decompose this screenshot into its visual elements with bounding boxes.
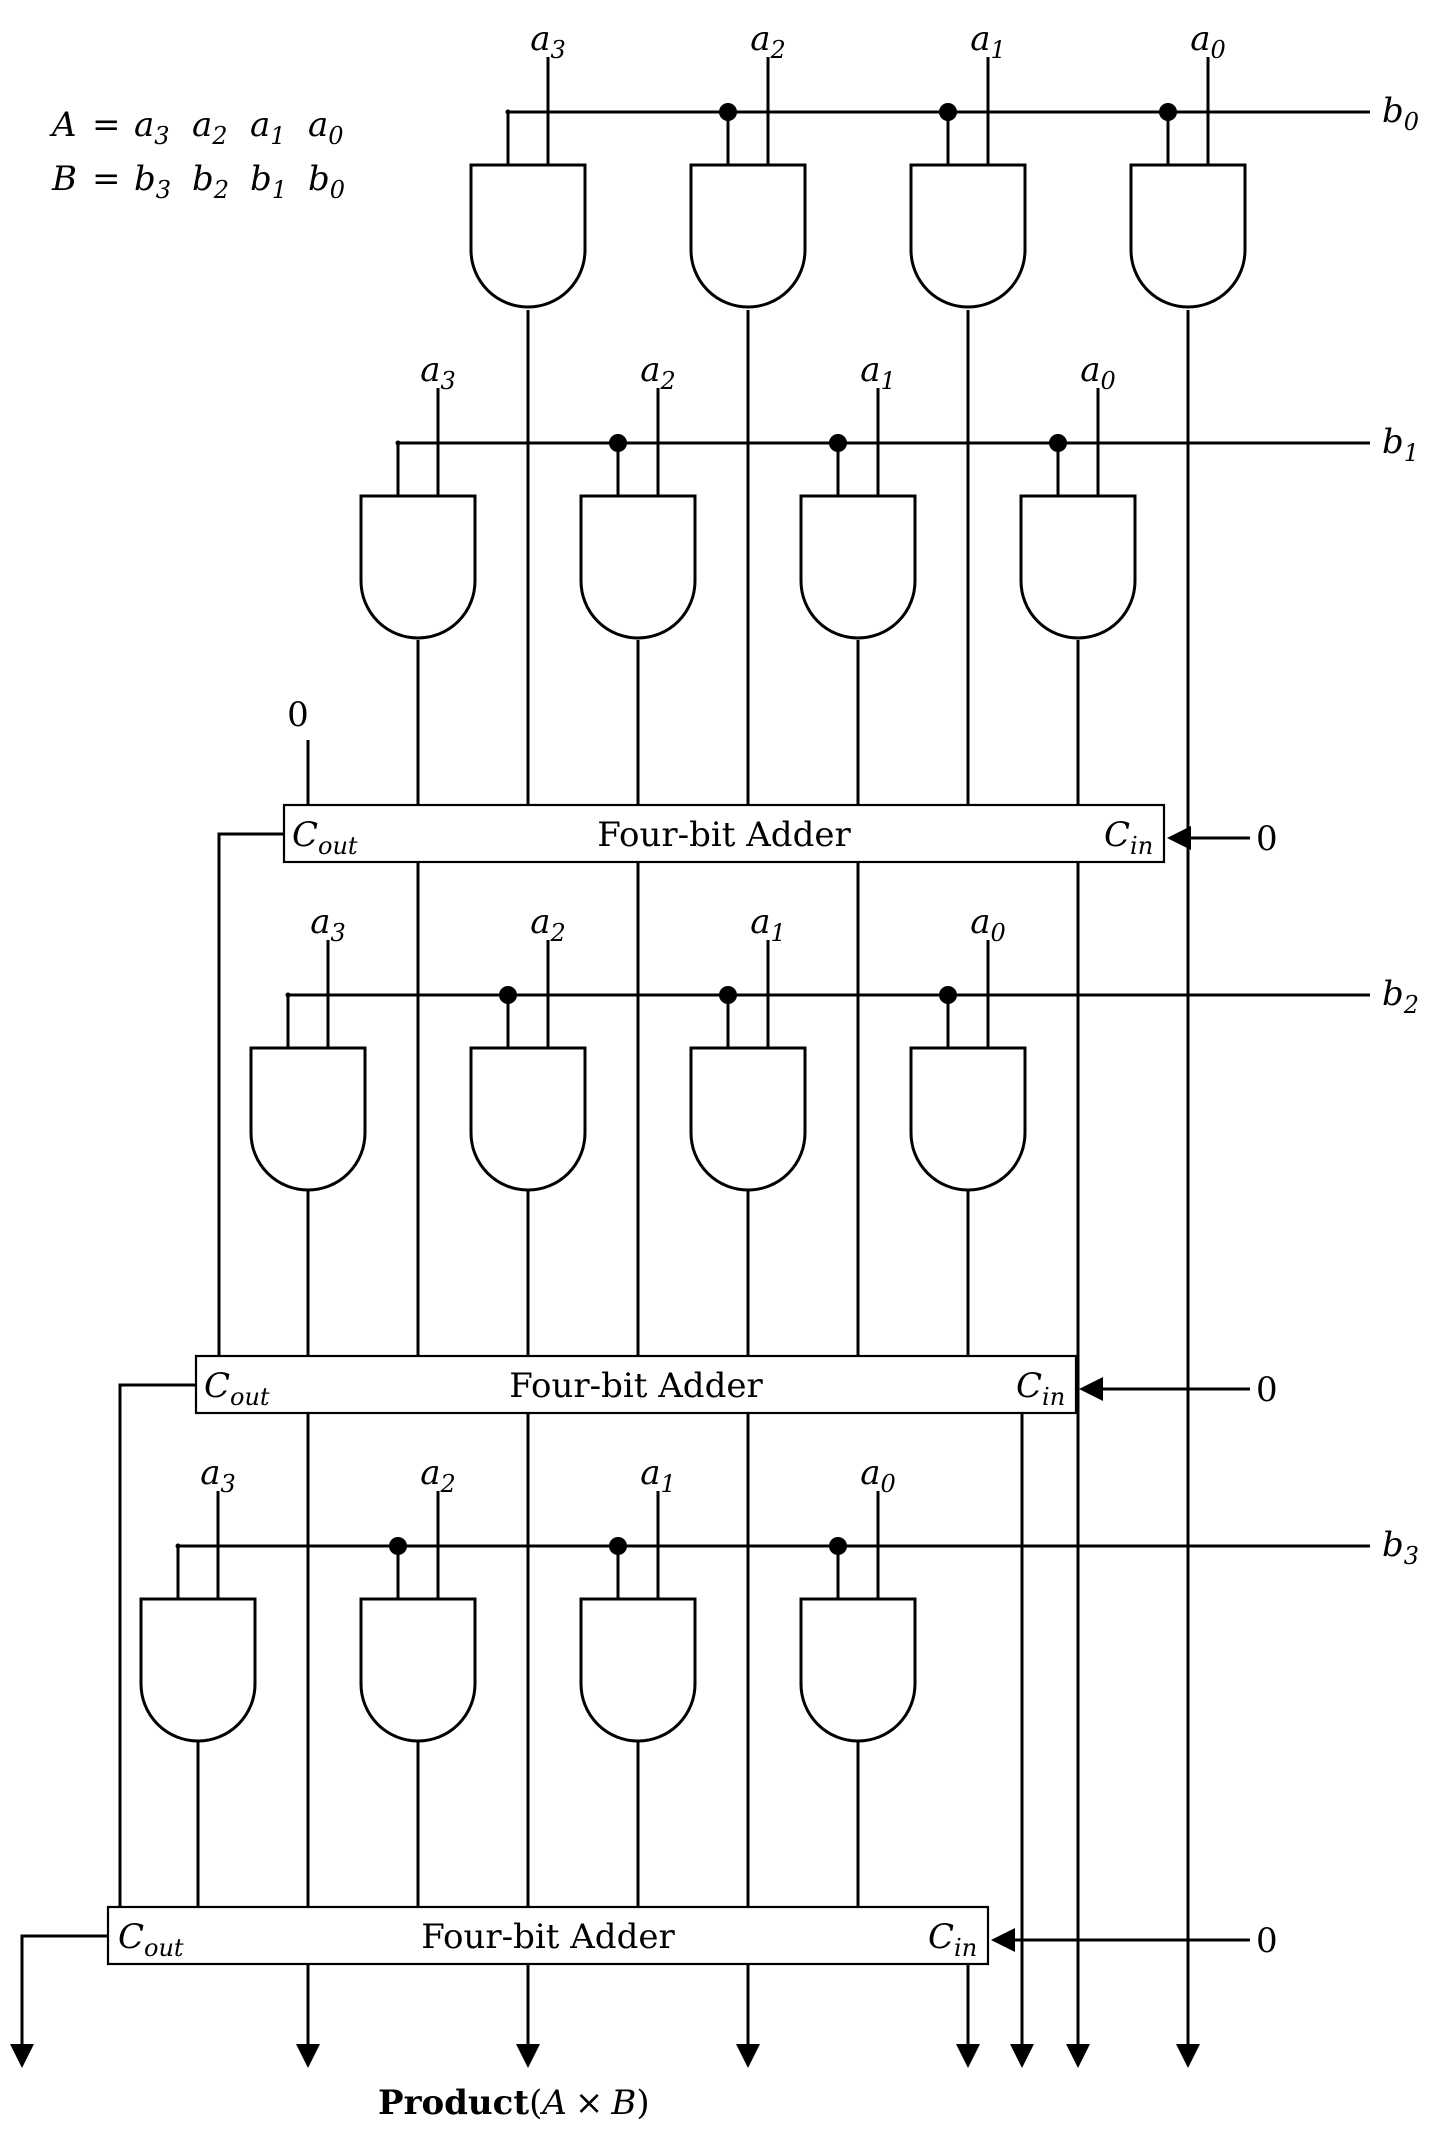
definition-a-eq: = (92, 105, 121, 145)
product-expression: Product(A × B) (378, 2083, 650, 2123)
a-input-label: a3 (310, 902, 346, 947)
definition-b-bit: b2 (192, 159, 229, 204)
and-gate (911, 165, 1025, 307)
a-input-label: a0 (1190, 19, 1226, 64)
bus-end-dot (396, 441, 401, 446)
and-gate (361, 496, 475, 638)
junction-dot (499, 986, 517, 1004)
b-input-label: b2 (1382, 974, 1419, 1019)
adder-1: Four-bit Adder Cout Cin 0 0 (284, 695, 1278, 862)
adder-2-cin-value: 0 (1256, 1370, 1278, 1410)
junction-dot (719, 986, 737, 1004)
adder-1-title: Four-bit Adder (597, 815, 851, 855)
adder-2: Four-bit Adder Cout Cin 0 (196, 1356, 1278, 1413)
definition-a-bit: a1 (250, 105, 286, 150)
and-gate (141, 1599, 255, 1741)
a-input-label: a0 (860, 1453, 896, 1498)
and-gate (1021, 496, 1135, 638)
a-input-label: a1 (860, 350, 896, 395)
junction-dot (939, 986, 957, 1004)
junction-dot (609, 1537, 627, 1555)
gate-row-2: b2 a3 a2 a1 a0 (251, 902, 1419, 1190)
and-gate (471, 1048, 585, 1190)
definition-a-bit: a3 (134, 105, 170, 150)
b-input-label: b3 (1382, 1525, 1419, 1570)
bus-end-dot (506, 110, 511, 115)
and-gate (691, 1048, 805, 1190)
junction-dot (1049, 434, 1067, 452)
gate-row-3: b3 a3 a2 a1 a0 (141, 1453, 1419, 1741)
definition-b-var: B (51, 159, 77, 199)
definition-a-var: A (49, 105, 77, 145)
junction-dot (1159, 103, 1177, 121)
junction-dot (829, 1537, 847, 1555)
b-input-label: b1 (1382, 422, 1419, 467)
a-input-label: a2 (750, 19, 786, 64)
a-input-label: a1 (640, 1453, 676, 1498)
definition-a: A = a3 a2 a1 a0 (49, 105, 344, 150)
adder-1-msb-zero: 0 (287, 695, 309, 735)
output-p7-wire (22, 1936, 108, 2065)
bus-end-dot (286, 993, 291, 998)
and-gate (801, 496, 915, 638)
adder-3-cin-value: 0 (1256, 1921, 1278, 1961)
and-gate (911, 1048, 1025, 1190)
and-gate (581, 1599, 695, 1741)
a-input-label: a3 (420, 350, 456, 395)
adder-3-title: Four-bit Adder (421, 1917, 675, 1957)
bus-end-dot (176, 1544, 181, 1549)
and-gate (471, 165, 585, 307)
adder-1-cin-value: 0 (1256, 819, 1278, 859)
and-gate (1131, 165, 1245, 307)
a-input-label: a2 (420, 1453, 456, 1498)
junction-dot (829, 434, 847, 452)
a-input-label: a1 (970, 19, 1006, 64)
and-gate (251, 1048, 365, 1190)
and-gate (801, 1599, 915, 1741)
definition-b: B = b3 b2 b1 b0 (51, 159, 345, 204)
definition-b-bit: b3 (134, 159, 171, 204)
junction-dot (719, 103, 737, 121)
a-input-label: a3 (200, 1453, 236, 1498)
definition-b-bit: b0 (308, 159, 345, 204)
a-input-label: a0 (970, 902, 1006, 947)
product-label: Product(A × B) (378, 2083, 650, 2123)
junction-dot (389, 1537, 407, 1555)
and-gate-rows: b0 a3 a2 a1 a0 b1 a3 a2 a1 a0 b2 a3 a2 a1 a0 b3 a3 a2 a1 a0 (141, 19, 1419, 1741)
adder-2-title: Four-bit Adder (509, 1366, 763, 1406)
and-gate (691, 165, 805, 307)
definition-a-bit: a0 (308, 105, 344, 150)
definition-b-bit: b1 (250, 159, 287, 204)
a-input-label: a2 (530, 902, 566, 947)
a-input-label: a3 (530, 19, 566, 64)
a-input-label: a1 (750, 902, 786, 947)
definition-a-bit: a2 (192, 105, 228, 150)
and-gate (361, 1599, 475, 1741)
gate-row-0: b0 a3 a2 a1 a0 (471, 19, 1419, 307)
junction-dot (939, 103, 957, 121)
and-gate (581, 496, 695, 638)
a-input-label: a2 (640, 350, 676, 395)
adder-3: Four-bit Adder Cout Cin 0 (108, 1907, 1278, 1964)
a-input-label: a0 (1080, 350, 1116, 395)
junction-dot (609, 434, 627, 452)
definition-b-eq: = (92, 159, 121, 199)
gate-row-1: b1 a3 a2 a1 a0 (361, 350, 1419, 638)
b-input-label: b0 (1382, 91, 1419, 136)
